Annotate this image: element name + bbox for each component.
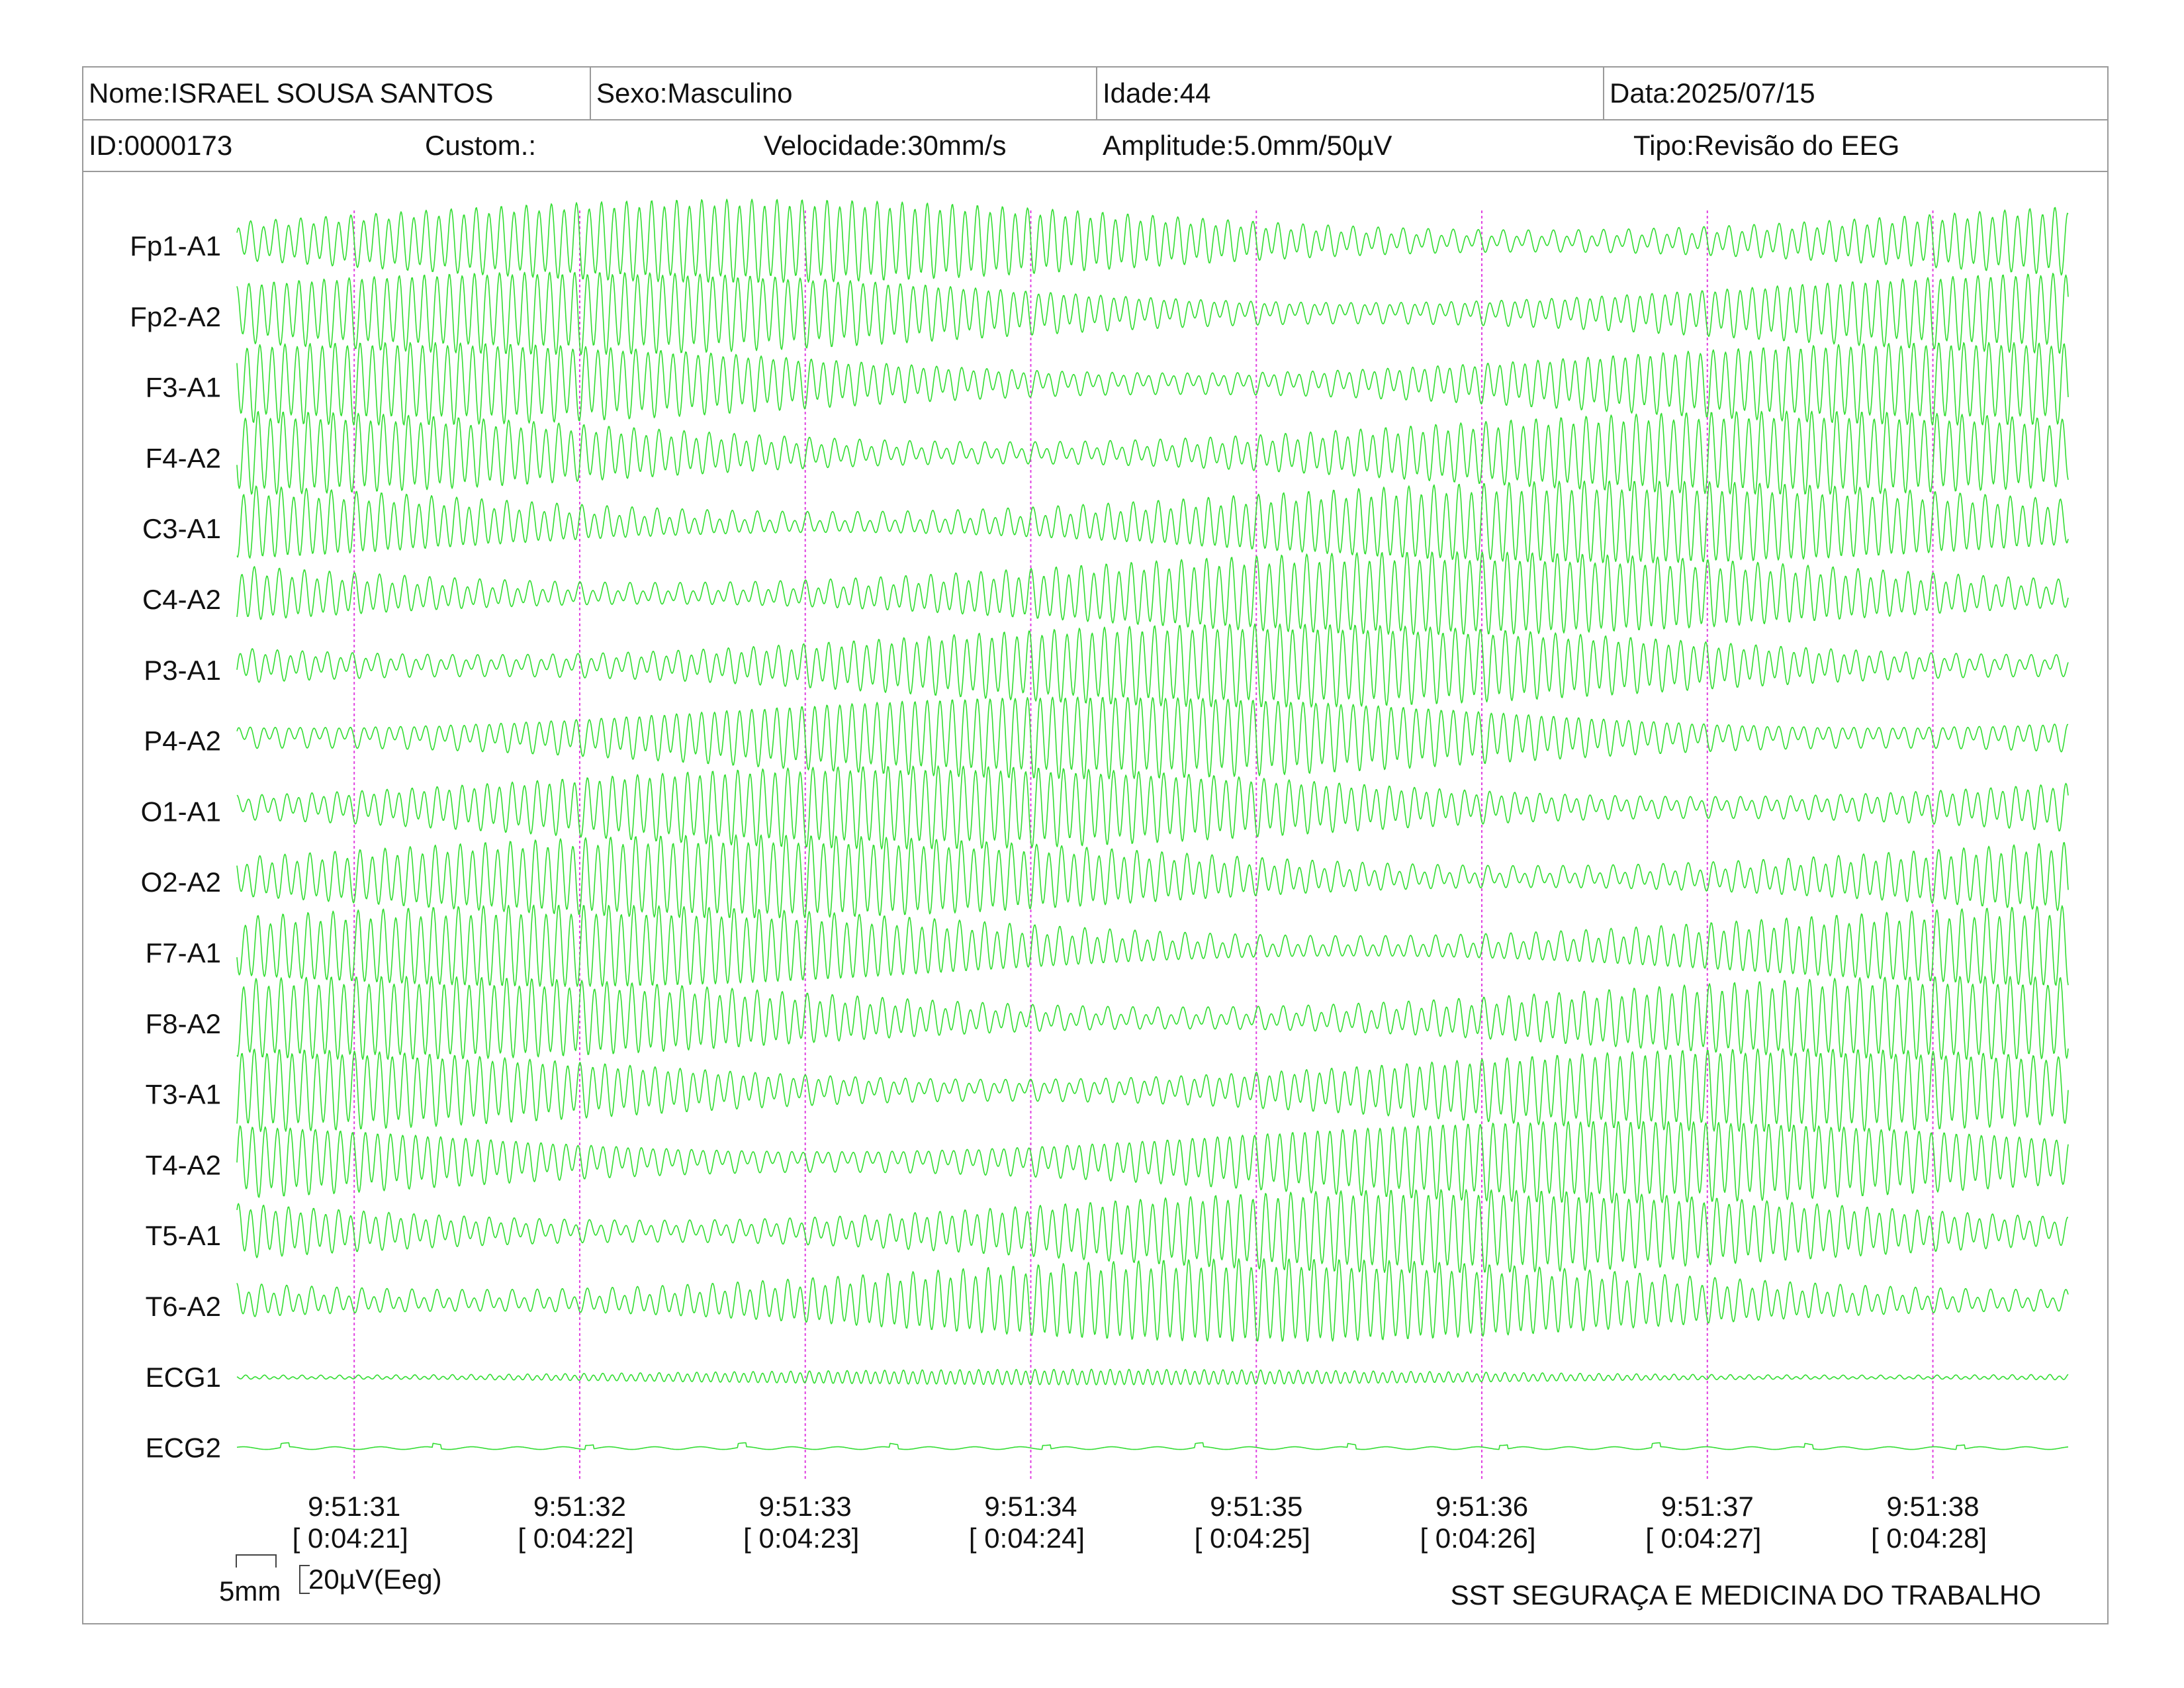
scale-bar-length xyxy=(236,1554,277,1568)
channel-label: C3-A1 xyxy=(142,513,221,544)
channel-trace xyxy=(236,551,2069,635)
channel-label: T5-A1 xyxy=(146,1220,221,1251)
elapsed-tick-label: [ 0:04:21] xyxy=(293,1523,408,1554)
channel-trace xyxy=(236,834,2069,919)
patient-age: Idade:44 xyxy=(1103,77,1211,109)
elapsed-tick-label: [ 0:04:28] xyxy=(1871,1523,1987,1554)
time-tick-label: 9:51:34 xyxy=(984,1491,1077,1522)
exam-type: Tipo:Revisão do EEG xyxy=(1633,130,1900,161)
channel-trace xyxy=(236,623,2069,708)
channel-labels: Fp1-A1 Fp2-A2 F3-A1 F4-A2 C3-A1 C4-A2 P3-A1 P4-… xyxy=(130,230,221,1464)
scale-length-label: 5mm xyxy=(219,1575,281,1607)
channel-trace xyxy=(236,1121,2069,1204)
patient-name: Nome:ISRAEL SOUSA SANTOS xyxy=(89,77,494,109)
time-tick-label: 9:51:35 xyxy=(1210,1491,1302,1522)
channel-trace xyxy=(236,1442,2069,1450)
header-divider xyxy=(1096,68,1097,119)
channel-trace xyxy=(236,410,2069,495)
channel-label: F7-A1 xyxy=(146,937,221,968)
custom-field: Custom.: xyxy=(425,130,537,161)
time-tick-label: 9:51:36 xyxy=(1435,1491,1528,1522)
elapsed-tick-label: [ 0:04:26] xyxy=(1420,1523,1535,1554)
channel-label: C4-A2 xyxy=(142,584,221,615)
channel-trace xyxy=(236,976,2069,1060)
elapsed-tick-label: [ 0:04:25] xyxy=(1195,1523,1310,1554)
time-tick-label: 9:51:33 xyxy=(759,1491,852,1522)
channel-trace xyxy=(236,199,2069,283)
elapsed-tick-label: [ 0:04:23] xyxy=(743,1523,859,1554)
time-axis: 9:51:31[ 0:04:21] 9:51:32[ 0:04:22] 9:51:3… xyxy=(293,1491,1987,1554)
channel-label: T3-A1 xyxy=(146,1079,221,1110)
channel-trace xyxy=(236,765,2069,850)
header-divider xyxy=(1603,68,1604,119)
scale-bar-amplitude xyxy=(299,1565,310,1594)
channel-trace xyxy=(236,1189,2068,1274)
exam-date: Data:2025/07/15 xyxy=(1610,77,1815,109)
scale-amplitude-label: 20µV(Eeg) xyxy=(308,1564,442,1595)
channel-label: T4-A2 xyxy=(146,1149,221,1180)
elapsed-tick-label: [ 0:04:22] xyxy=(518,1523,633,1554)
channel-label: T6-A2 xyxy=(146,1291,221,1322)
eeg-traces xyxy=(236,199,2069,1450)
elapsed-tick-label: [ 0:04:27] xyxy=(1645,1523,1761,1554)
channel-trace xyxy=(236,480,2069,564)
header-divider xyxy=(590,68,591,119)
organization-name: SST SEGURAÇA E MEDICINA DO TRABALHO xyxy=(1450,1579,2041,1611)
amplitude-setting: Amplitude:5.0mm/50µV xyxy=(1103,130,1392,161)
channel-label: F8-A2 xyxy=(146,1008,221,1039)
time-tick-label: 9:51:37 xyxy=(1661,1491,1754,1522)
channel-trace xyxy=(236,904,2069,987)
channel-label: O2-A2 xyxy=(141,867,221,898)
patient-id: ID:0000173 xyxy=(89,130,233,161)
header-row-patient: Nome:ISRAEL SOUSA SANTOS Sexo:Masculino … xyxy=(83,68,2107,120)
channel-label: F4-A2 xyxy=(146,442,221,473)
channel-label: ECG1 xyxy=(146,1362,221,1393)
channel-trace xyxy=(236,1048,2069,1133)
channel-trace xyxy=(236,696,2069,780)
report-frame: Nome:ISRAEL SOUSA SANTOS Sexo:Masculino … xyxy=(82,66,2109,1624)
channel-label: F3-A1 xyxy=(146,372,221,403)
channel-trace xyxy=(236,271,2069,355)
channel-label: Fp1-A1 xyxy=(130,230,221,261)
elapsed-tick-label: [ 0:04:24] xyxy=(969,1523,1085,1554)
channel-label: ECG2 xyxy=(146,1432,221,1464)
channel-trace xyxy=(236,1368,2069,1385)
time-tick-label: 9:51:32 xyxy=(533,1491,626,1522)
time-tick-label: 9:51:31 xyxy=(308,1491,400,1522)
speed-setting: Velocidade:30mm/s xyxy=(764,130,1007,161)
time-tick-label: 9:51:38 xyxy=(1886,1491,1979,1522)
channel-label: P3-A1 xyxy=(144,655,221,686)
patient-sex: Sexo:Masculino xyxy=(596,77,793,109)
header-row-exam: ID:0000173 Custom.: Velocidade:30mm/s Am… xyxy=(83,120,2107,172)
channel-trace xyxy=(236,342,2069,426)
channel-label: P4-A2 xyxy=(144,726,221,757)
channel-trace xyxy=(236,1258,2069,1342)
channel-label: Fp2-A2 xyxy=(130,301,221,332)
channel-label: O1-A1 xyxy=(141,796,221,827)
